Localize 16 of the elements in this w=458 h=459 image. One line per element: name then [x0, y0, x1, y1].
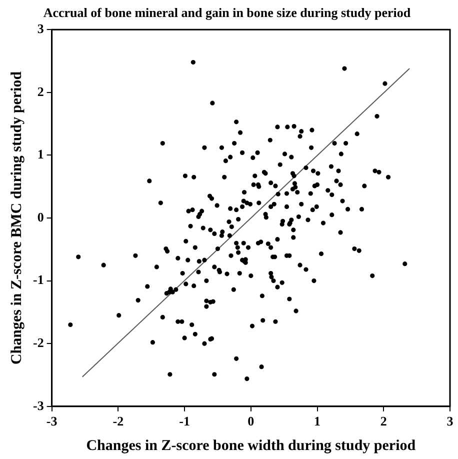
y-tick-label: -3 — [32, 398, 44, 413]
x-axis-title: Changes in Z-score bone width during study period — [86, 438, 416, 454]
x-tick-label: 1 — [314, 414, 321, 429]
y-tick-label: 2 — [37, 84, 44, 99]
x-tick-label: 3 — [446, 414, 454, 429]
y-tick-label: 0 — [37, 209, 44, 224]
chart-title: Accrual of bone mineral and gain in bone size during study period — [43, 5, 412, 20]
y-tick-label: -2 — [32, 334, 44, 350]
x-tick-label: 0 — [248, 414, 254, 429]
y-tick-label: -1 — [32, 272, 44, 288]
y-tick-label: 3 — [37, 20, 44, 36]
y-axis-title: Changes in Z-score BMC during study period — [8, 70, 25, 365]
x-tick-label: 2 — [380, 414, 387, 429]
x-tick-label: -1 — [179, 414, 190, 429]
x-tick-label: -2 — [112, 414, 124, 429]
y-tick-label: 1 — [37, 146, 44, 162]
